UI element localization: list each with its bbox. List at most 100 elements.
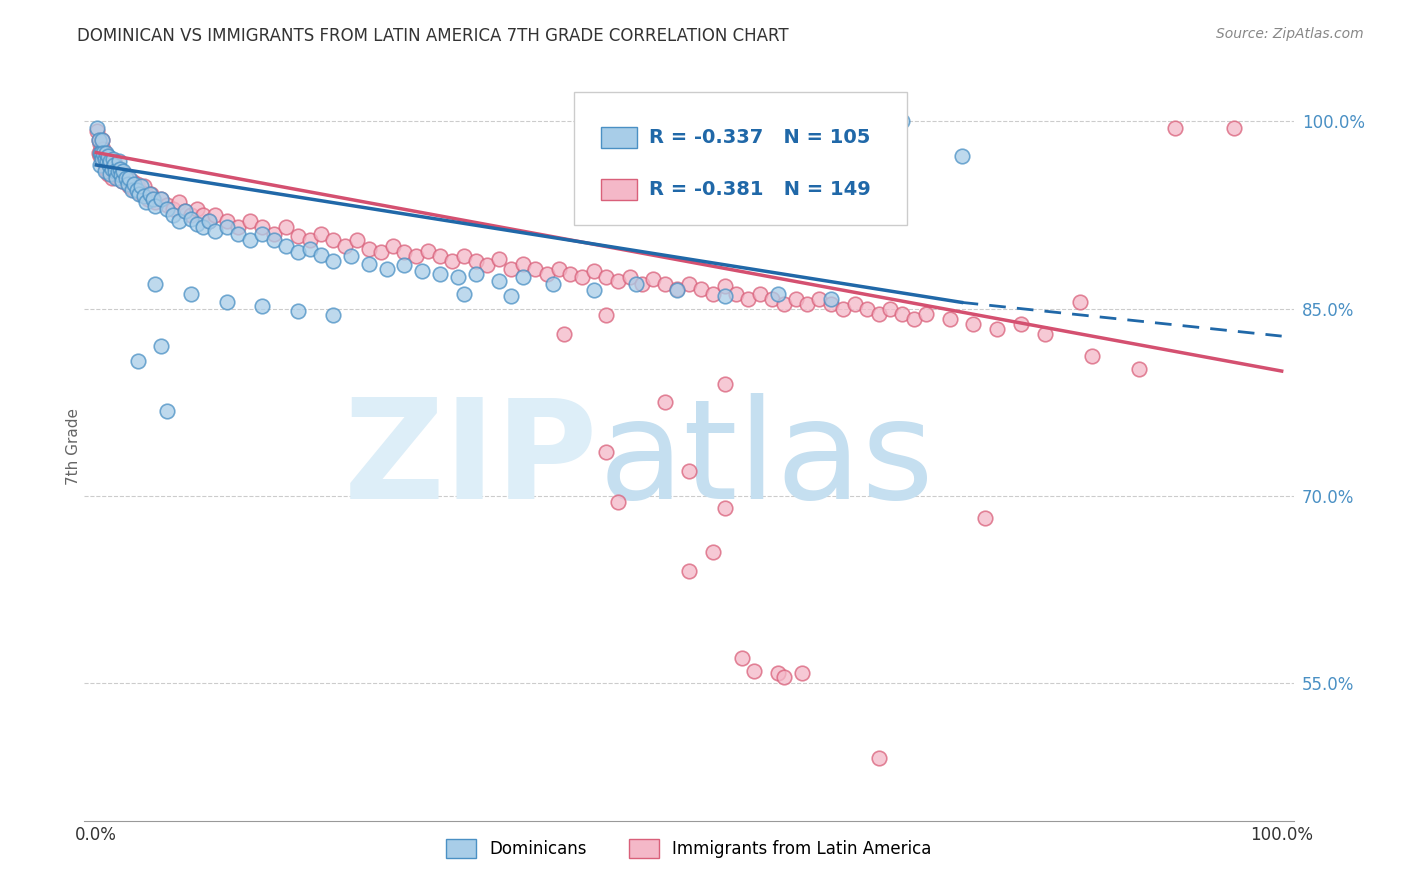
Point [357,242,380,256]
Point [89,136,111,151]
Point [844,296,866,310]
Point [375,261,398,276]
Point [1069,295,1091,310]
Point [150,192,173,206]
Point [115,174,138,188]
Point [129,179,152,194]
Point [702,286,724,301]
Point [796,296,818,310]
Point [127,354,149,368]
Point [125,183,148,197]
Point [357,257,380,271]
Point [311,248,333,262]
Point [89,158,111,172]
Point [122,177,145,191]
Point [156,198,179,212]
Point [666,282,689,296]
Point [121,174,143,188]
Point [250,220,273,235]
FancyBboxPatch shape [574,92,907,225]
Point [583,264,606,278]
Point [250,299,273,313]
Point [322,308,344,322]
Point [447,270,470,285]
Point [541,277,564,291]
Point [105,170,128,185]
Point [111,174,134,188]
Point [94,161,117,176]
Point [107,154,129,169]
Point [91,154,114,169]
Point [418,244,440,259]
Point [891,307,914,321]
FancyBboxPatch shape [600,127,637,148]
Point [103,158,125,172]
Point [90,145,112,160]
Point [104,161,127,176]
Text: ZIP: ZIP [344,393,599,528]
Point [117,177,139,191]
Point [322,254,344,268]
Point [162,208,184,222]
Point [820,296,842,310]
Point [118,170,141,185]
Point [142,192,165,206]
Point [1081,349,1104,363]
FancyBboxPatch shape [600,179,637,200]
Point [903,311,925,326]
Point [287,304,309,318]
Point [595,270,617,285]
Text: R = -0.381   N = 149: R = -0.381 N = 149 [650,180,870,199]
Point [110,168,132,182]
Point [1164,120,1187,135]
Point [100,154,122,169]
Point [191,220,214,235]
Point [1128,361,1150,376]
Point [713,501,735,516]
Point [287,229,309,244]
Point [100,154,122,169]
Point [702,545,724,559]
Point [104,164,127,178]
Point [100,161,122,176]
Point [103,167,125,181]
Text: R = -0.337   N = 105: R = -0.337 N = 105 [650,128,870,147]
Point [135,186,157,201]
Point [156,404,179,418]
Point [100,164,122,178]
Point [101,152,124,166]
Point [1010,317,1032,331]
Point [91,133,114,147]
Point [97,167,120,181]
Point [97,149,120,163]
Point [488,252,510,266]
Point [512,257,534,271]
Text: atlas: atlas [599,393,934,528]
Point [630,277,652,291]
Point [411,264,433,278]
Y-axis label: 7th Grade: 7th Grade [66,408,80,484]
Point [87,133,110,147]
Point [186,217,208,231]
Point [678,277,700,291]
Point [129,186,152,201]
Point [678,564,700,578]
Point [868,307,890,321]
Point [678,464,700,478]
Point [464,267,486,281]
Point [91,133,114,147]
Point [100,167,122,181]
Point [772,296,794,310]
Point [94,149,117,163]
Point [595,445,617,459]
Point [666,283,689,297]
Point [156,202,179,216]
Point [274,220,297,235]
Point [138,186,160,201]
Point [808,292,831,306]
Legend: Dominicans, Immigrants from Latin America: Dominicans, Immigrants from Latin Americ… [440,832,938,864]
Point [986,321,1008,335]
Point [91,145,114,160]
Point [298,233,321,247]
Point [145,199,167,213]
